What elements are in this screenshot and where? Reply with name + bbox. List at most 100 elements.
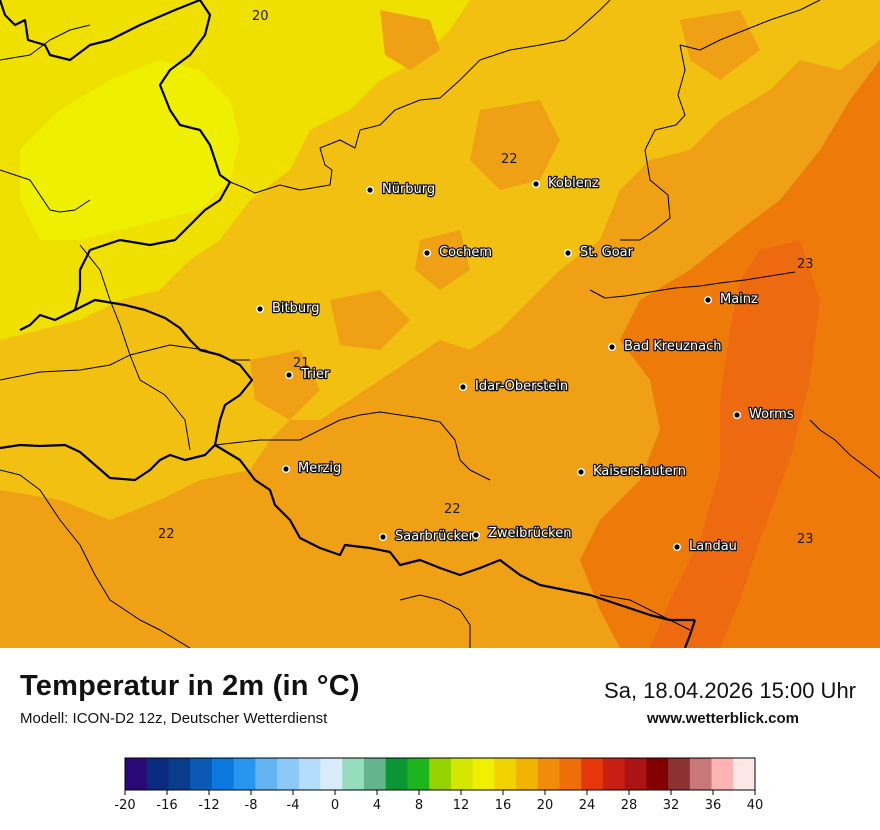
isotherm-value-labels: 20 22 23 21 22 22 23 [158, 9, 814, 547]
color-scale-swatch [450, 758, 473, 790]
city-dot [532, 179, 541, 188]
city-merzig[interactable]: Merzig [282, 460, 343, 477]
scale-tick-label: 4 [373, 798, 381, 813]
color-scale-swatch [581, 758, 604, 790]
city-name: Kaiserslautern [593, 464, 686, 479]
city-dot [379, 533, 388, 542]
color-scale-swatch [668, 758, 691, 790]
temperature-patches-22 [250, 10, 760, 420]
color-scale-swatch [146, 758, 169, 790]
color-scale-swatch [429, 758, 452, 790]
city-mainz[interactable]: Mainz [704, 291, 759, 308]
color-scale-swatch [494, 758, 517, 790]
scale-tick-label: 36 [705, 798, 722, 813]
color-scale-swatch [733, 758, 756, 790]
state-borders [0, 0, 880, 648]
scale-tick-label: 20 [537, 798, 554, 813]
scale-tick-label: 32 [663, 798, 680, 813]
scale-tick-label: 40 [747, 798, 764, 813]
city-dot [256, 305, 265, 314]
isotherm-label: 23 [797, 532, 814, 547]
color-scale-swatch [711, 758, 734, 790]
color-scale-swatch [385, 758, 408, 790]
city-dot [704, 296, 713, 305]
temperature-field-24 [650, 240, 820, 648]
isotherm-label: 23 [797, 257, 814, 272]
color-scale-swatch [624, 758, 647, 790]
city-bad-kreuznach[interactable]: Bad Kreuznach [608, 338, 723, 355]
color-scale-legend: -20 -16 -12 -8 -4 0 4 8 12 16 20 24 28 32 36 40 [114, 757, 764, 813]
color-scale-swatch [602, 758, 626, 790]
city-kaiserslautern[interactable]: Kaiserslautern [577, 463, 687, 480]
color-scale-swatch [320, 758, 343, 790]
city-dot [733, 411, 742, 420]
city-name: Bitburg [272, 301, 320, 316]
color-scale-swatch [407, 758, 430, 790]
isotherm-label: 22 [158, 527, 175, 542]
isotherm-label: 20 [252, 9, 269, 24]
color-scale-swatch [211, 758, 235, 790]
city-bitburg[interactable]: Bitburg [256, 300, 321, 317]
color-scale-swatch [559, 758, 582, 790]
color-scale-swatch [472, 758, 495, 790]
city-trier[interactable]: Trier [285, 366, 331, 383]
temperature-map[interactable]: 20 22 23 21 22 22 23 Nürburg Koblenz Coc… [0, 0, 880, 648]
city-saarbruecken[interactable]: Saarbrücken [379, 528, 478, 545]
city-nuerburg[interactable]: Nürburg [366, 181, 436, 198]
city-dot [608, 343, 617, 352]
city-idar-oberstein[interactable]: Idar-Oberstein [459, 378, 569, 395]
city-zweibruecken[interactable]: Zweibrücken [472, 525, 573, 542]
city-cochem[interactable]: Cochem [423, 244, 493, 261]
city-name: St. Goar [580, 245, 634, 260]
website-link[interactable]: www.wetterblick.com [647, 710, 799, 727]
city-dot [366, 185, 375, 194]
city-dot [285, 371, 294, 380]
color-scale-swatch [255, 758, 278, 790]
color-scale-swatch [168, 758, 191, 790]
city-landau[interactable]: Landau [673, 538, 738, 555]
scale-tick-label: -8 [245, 798, 258, 813]
scale-tick-label: -16 [156, 798, 177, 813]
city-name: Idar-Oberstein [475, 379, 568, 394]
city-dot [577, 468, 586, 477]
color-scale-swatch [363, 758, 387, 790]
color-scale-swatch [516, 758, 539, 790]
city-name: Zweibrücken [488, 526, 571, 541]
city-worms[interactable]: Worms [733, 406, 795, 423]
color-scale-swatch [537, 758, 560, 790]
city-name: Saarbrücken [395, 529, 477, 544]
city-name: Trier [300, 367, 330, 382]
scale-tick-label: -4 [287, 798, 300, 813]
city-dot [459, 383, 468, 392]
forecast-datetime: Sa, 18.04.2026 15:00 Uhr [604, 678, 856, 703]
isotherm-label: 22 [444, 502, 461, 517]
color-scale-swatch [689, 758, 712, 790]
map-title: Temperatur in 2m (in °C) [20, 670, 360, 702]
color-scale-swatch [233, 758, 256, 790]
city-name: Bad Kreuznach [624, 339, 722, 354]
city-name: Worms [749, 407, 794, 422]
scale-tick-label: 8 [415, 798, 423, 813]
color-scale-swatch [342, 758, 365, 790]
city-markers: Nürburg Koblenz Cochem St. Goar Mainz Bi… [256, 175, 795, 555]
model-source: Modell: ICON-D2 12z, Deutscher Wetterdie… [20, 710, 328, 727]
scale-tick-label: 16 [495, 798, 512, 813]
city-dot [472, 531, 481, 540]
isotherm-label: 21 [293, 356, 310, 371]
color-scale-swatch [298, 758, 321, 790]
city-name: Merzig [298, 461, 341, 476]
map-footer: Temperatur in 2m (in °C) Modell: ICON-D2… [0, 648, 880, 830]
city-dot [423, 248, 432, 257]
color-scale-frame [124, 757, 756, 791]
color-scale-swatch [277, 758, 300, 790]
city-name: Mainz [720, 292, 758, 307]
scale-tick-label: -20 [114, 798, 135, 813]
city-koblenz[interactable]: Koblenz [532, 175, 600, 192]
city-dot [673, 543, 682, 552]
scale-tick-label: -12 [198, 798, 219, 813]
scale-tick-label: 28 [621, 798, 638, 813]
city-st-goar[interactable]: St. Goar [564, 244, 635, 261]
color-scale-swatch [646, 758, 669, 790]
isotherm-label: 22 [501, 152, 518, 167]
temperature-field-coolest [20, 60, 240, 240]
